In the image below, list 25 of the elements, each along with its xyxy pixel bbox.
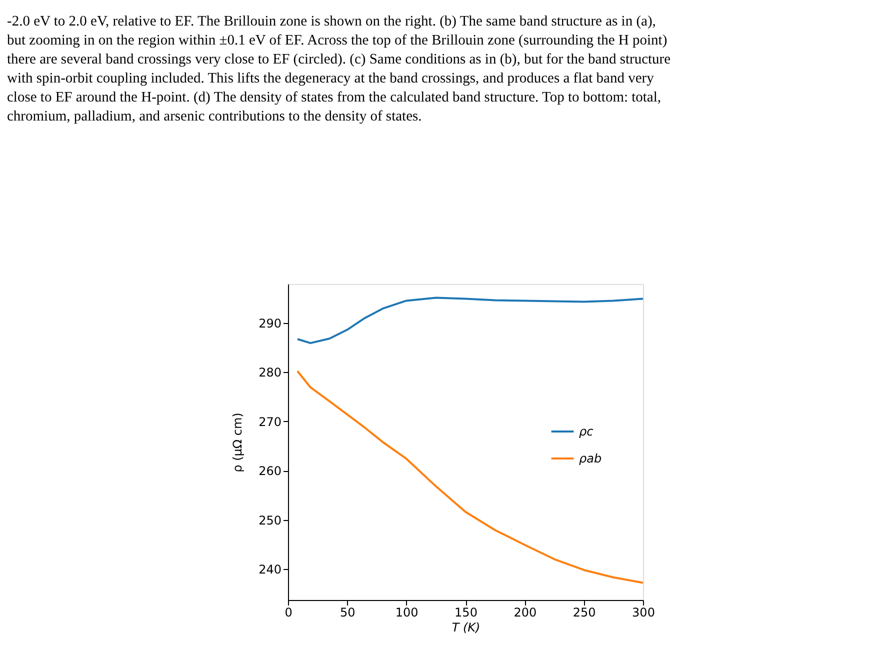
y-tick-label: 240 [258,562,282,576]
line-series [296,370,644,584]
text: chromium, palladium, and arsenic contributions to the density of states. [7,108,422,124]
legend-label: ρc [579,424,594,438]
x-tick-label: 0 [284,606,292,620]
text: -2.0 eV to 2.0 eV, relative to EF. The Brillouin zone is shown on the right. (b) The same band structure as in (a), [7,14,656,30]
x-tick-label: 150 [454,606,478,620]
x-tick-label: 100 [395,606,418,620]
text: there are several band crossings very close to EF (circled). (c) Same conditions as in (b), but for the band structure [7,52,671,68]
x-tick-label: 300 [632,606,655,620]
line-series [296,296,644,344]
y-tick-label: 280 [258,366,282,380]
x-tick-label: 200 [514,606,537,620]
x-axis-title: T (K) [452,620,480,634]
text: close to EF around the H-point. (d) The density of states from the calculated band structure. Top to bottom: total, [7,90,662,106]
x-tick-label: 250 [572,606,596,620]
y-tick-label: 260 [258,464,282,478]
text: but zooming in on the region within ±0.1 eV of EF. Across the top of the Brillouin zone (surrounding the H point) [7,32,668,48]
x-tick-label: 50 [340,606,356,620]
y-tick-label: 250 [258,513,282,528]
y-tick-label: 270 [258,414,282,429]
text: with spin-orbit coupling included. This lifts the degeneracy at the band crossings, and produces a flat band very [7,70,655,86]
legend-label: ρab [579,452,602,466]
y-axis-title: ρ (μΩ cm) [230,412,245,472]
y-tick-label: 290 [258,316,282,330]
